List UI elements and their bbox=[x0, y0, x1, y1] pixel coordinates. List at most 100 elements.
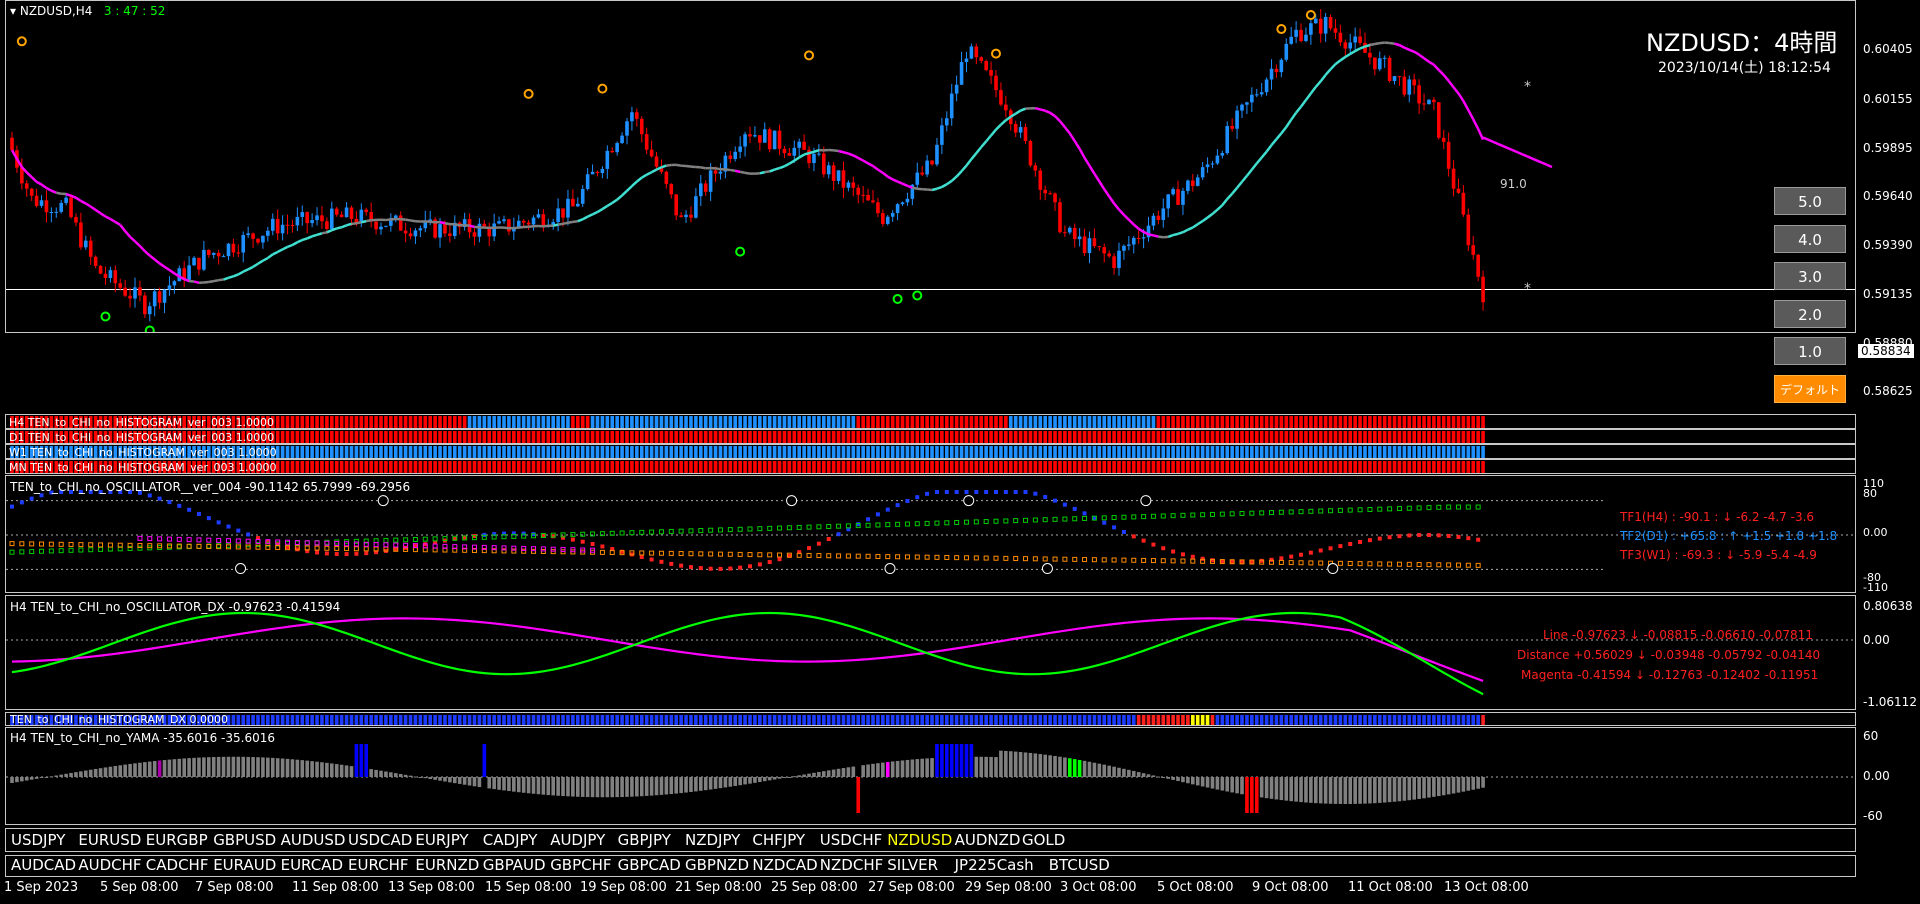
histogram-bar bbox=[1397, 416, 1402, 428]
symbol-button-silver[interactable]: SILVER bbox=[887, 856, 939, 874]
histogram-dx-pane[interactable]: TEN_to_CHI_no_HISTOGRAM_DX 0.0000 bbox=[5, 712, 1856, 726]
oscillator-pane[interactable]: TEN_to_CHI_no_OSCILLATOR__ver_004 -90.11… bbox=[5, 475, 1856, 593]
histogram-bar bbox=[1205, 446, 1210, 458]
candle-body bbox=[472, 232, 477, 237]
histogram-bar bbox=[1171, 431, 1175, 443]
histogram-bar bbox=[1097, 461, 1102, 473]
oscillator-w1-point bbox=[639, 550, 645, 556]
symbol-button-gold[interactable]: GOLD bbox=[1022, 831, 1066, 849]
histogram-bar bbox=[98, 416, 103, 428]
histogram-mn-pane[interactable]: MN TEN_to_CHI_no_HISTOGRAM_ver_003 1.000… bbox=[5, 459, 1856, 474]
histogram-w1-pane[interactable]: W1 TEN_to_CHI_no_HISTOGRAM_ver_003 1.000… bbox=[5, 444, 1856, 459]
symbol-button-jp225cash[interactable]: JP225Cash bbox=[954, 856, 1034, 874]
symbol-button-nzdjpy[interactable]: NZDJPY bbox=[685, 831, 741, 849]
histogram-bar bbox=[1210, 431, 1215, 443]
level-5-button[interactable]: 5.0 bbox=[1774, 187, 1846, 215]
oscillator-d1-point bbox=[107, 546, 113, 552]
symbol-button-eurnzd[interactable]: EURNZD bbox=[415, 856, 480, 874]
oscillator-w1-point bbox=[225, 544, 231, 550]
moving-average-segment bbox=[872, 164, 879, 171]
bar-countdown: 3 : 47 : 52 bbox=[103, 4, 166, 18]
symbol-button-eurgbp[interactable]: EURGBP bbox=[145, 831, 208, 849]
moving-average-segment bbox=[247, 265, 254, 271]
histogram-bar bbox=[261, 416, 265, 428]
candle-body bbox=[708, 170, 713, 192]
symbol-button-euraud[interactable]: EURAUD bbox=[213, 856, 277, 874]
symbol-button-gbpnzd[interactable]: GBPNZD bbox=[685, 856, 750, 874]
symbol-button-eurchf[interactable]: EURCHF bbox=[348, 856, 409, 874]
histogram-dx-bar bbox=[1466, 715, 1471, 725]
symbol-button-chfjpy[interactable]: CHFJPY bbox=[752, 831, 806, 849]
level-2-button[interactable]: 2.0 bbox=[1774, 300, 1846, 328]
symbol-button-gbpchf[interactable]: GBPCHF bbox=[550, 856, 612, 874]
symbol-button-gbpjpy[interactable]: GBPJPY bbox=[617, 831, 671, 849]
histogram-bar bbox=[1161, 461, 1166, 473]
histogram-dx-bar bbox=[1245, 715, 1249, 725]
yama-bar bbox=[1092, 762, 1097, 777]
symbol-button-audjpy[interactable]: AUDJPY bbox=[550, 831, 606, 849]
symbol-button-gbpcad[interactable]: GBPCAD bbox=[617, 856, 681, 874]
symbol-button-eurjpy[interactable]: EURJPY bbox=[415, 831, 469, 849]
level-1-button[interactable]: 1.0 bbox=[1774, 337, 1846, 365]
oscillator-d1-point bbox=[836, 523, 842, 529]
histogram-bar bbox=[1387, 431, 1392, 443]
yama-pane[interactable]: H4 TEN_to_CHI_no_YAMA -35.6016 -35.6016 bbox=[5, 727, 1856, 825]
histogram-bar bbox=[954, 431, 959, 443]
symbol-button-nzdchf[interactable]: NZDCHF bbox=[819, 856, 884, 874]
oscillator-point bbox=[1299, 552, 1304, 557]
oscillator-point bbox=[1062, 502, 1067, 507]
moving-average-segment bbox=[783, 162, 790, 168]
collapse-triangle-icon[interactable]: ▾ bbox=[10, 4, 17, 18]
level-4-button[interactable]: 4.0 bbox=[1774, 225, 1846, 253]
candle-body bbox=[964, 58, 969, 63]
moving-average-segment bbox=[1088, 165, 1096, 175]
histogram-bar bbox=[1122, 431, 1126, 443]
candle-body bbox=[113, 270, 118, 284]
histogram-bar bbox=[708, 461, 713, 473]
symbol-button-gbpusd[interactable]: GBPUSD bbox=[213, 831, 277, 849]
symbol-button-gbpaud[interactable]: GBPAUD bbox=[482, 856, 546, 874]
main-chart-pane[interactable]: ▾ NZDUSD,H4 3 : 47 : 52 NZDUSD：4時間 2023/… bbox=[5, 0, 1856, 333]
histogram-dx-bar bbox=[364, 715, 369, 725]
symbol-button-eurusd[interactable]: EURUSD bbox=[78, 831, 142, 849]
histogram-bar bbox=[979, 446, 984, 458]
candle-body bbox=[1353, 36, 1357, 43]
histogram-bar bbox=[762, 461, 767, 473]
yama-bar bbox=[536, 777, 541, 795]
symbol-button-audcad[interactable]: AUDCAD bbox=[11, 856, 77, 874]
moving-average-segment bbox=[503, 226, 510, 230]
dx-pane[interactable]: H4 TEN_to_CHI_no_OSCILLATOR_DX -0.97623 … bbox=[5, 595, 1856, 710]
histogram-bar bbox=[266, 431, 270, 443]
moving-average-segment bbox=[70, 194, 77, 199]
moving-average-segment bbox=[685, 164, 692, 168]
symbol-button-eurcad[interactable]: EURCAD bbox=[280, 856, 344, 874]
symbol-button-usdcad[interactable]: USDCAD bbox=[348, 831, 413, 849]
symbol-button-nzdusd[interactable]: NZDUSD bbox=[887, 831, 953, 849]
symbol-button-cadchf[interactable]: CADCHF bbox=[145, 856, 209, 874]
symbol-button-audnzd[interactable]: AUDNZD bbox=[954, 831, 1021, 849]
symbol-button-usdchf[interactable]: USDCHF bbox=[819, 831, 883, 849]
symbol-button-audusd[interactable]: AUDUSD bbox=[280, 831, 346, 849]
histogram-h4-pane[interactable]: H4 TEN_to_CHI_no_HISTOGRAM_ver_003 1.000… bbox=[5, 414, 1856, 429]
oscillator-d1-point bbox=[1111, 515, 1117, 521]
oscillator-mag-point bbox=[344, 541, 350, 547]
histogram-dx-bar bbox=[689, 715, 693, 725]
histogram-bar bbox=[1264, 446, 1269, 458]
symbol-button-audchf[interactable]: AUDCHF bbox=[78, 856, 142, 874]
histogram-bar bbox=[817, 431, 821, 443]
histogram-bar bbox=[738, 416, 742, 428]
candle-body bbox=[1427, 99, 1431, 105]
symbol-button-cadjpy[interactable]: CADJPY bbox=[482, 831, 538, 849]
histogram-d1-pane[interactable]: D1 TEN_to_CHI_no_HISTOGRAM_ver_003 1.000… bbox=[5, 429, 1856, 444]
level-3-button[interactable]: 3.0 bbox=[1774, 262, 1846, 290]
symbol-button-usdjpy[interactable]: USDJPY bbox=[11, 831, 66, 849]
dx-magenta-line bbox=[11, 617, 1484, 682]
histogram-dx-bar bbox=[1471, 715, 1476, 725]
symbol-button-btcusd[interactable]: BTCUSD bbox=[1048, 856, 1110, 874]
oscillator-w1-point bbox=[1416, 562, 1422, 568]
symbol-button-nzdcad[interactable]: NZDCAD bbox=[752, 856, 818, 874]
default-button[interactable]: デフォルト bbox=[1774, 375, 1846, 403]
histogram-bar bbox=[954, 461, 959, 473]
histogram-bar bbox=[88, 416, 93, 428]
histogram-bar bbox=[374, 461, 378, 473]
